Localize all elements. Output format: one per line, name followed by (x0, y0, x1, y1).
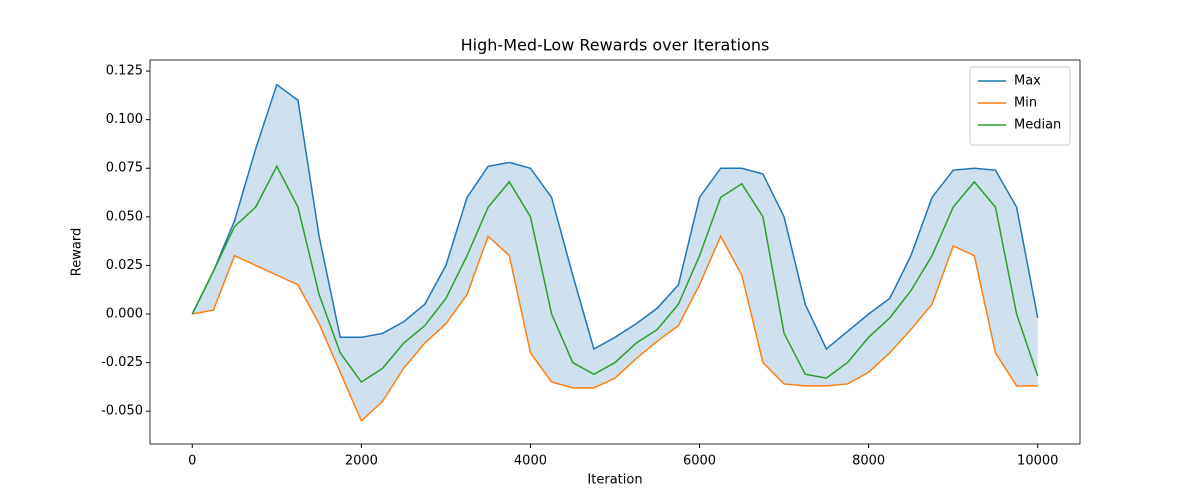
x-tick-label: 4000 (514, 454, 547, 469)
x-axis-label: Iteration (587, 473, 642, 488)
chart-title: High-Med-Low Rewards over Iterations (461, 36, 770, 55)
y-tick-label: 0.025 (106, 258, 143, 273)
series-line (191, 164, 1039, 384)
series-line (192, 234, 1038, 423)
legend-label: Max (1014, 74, 1041, 89)
y-tick-label: 0.075 (106, 161, 143, 176)
x-tick-label: 6000 (683, 454, 716, 469)
plot-frame (149, 59, 1081, 445)
y-tick-label: 0.100 (106, 112, 143, 127)
x-tick-label: 8000 (852, 454, 885, 469)
series-line (191, 83, 1039, 351)
x-tick-label: 0 (188, 454, 196, 469)
band-area (192, 84, 1038, 421)
y-tick-label: -0.025 (101, 355, 143, 370)
y-axis-label: Reward (70, 228, 85, 276)
x-tick-label: 2000 (345, 454, 378, 469)
y-tick-label: -0.050 (101, 404, 143, 419)
legend-label: Min (1014, 96, 1037, 111)
y-tick-label: 0.125 (106, 64, 143, 79)
y-tick-label: 0.000 (106, 306, 143, 321)
legend-label: Median (1014, 118, 1061, 133)
y-tick-label: 0.050 (106, 209, 143, 224)
legend: Max Min Median (969, 66, 1071, 146)
x-tick-label: 10000 (1017, 454, 1058, 469)
